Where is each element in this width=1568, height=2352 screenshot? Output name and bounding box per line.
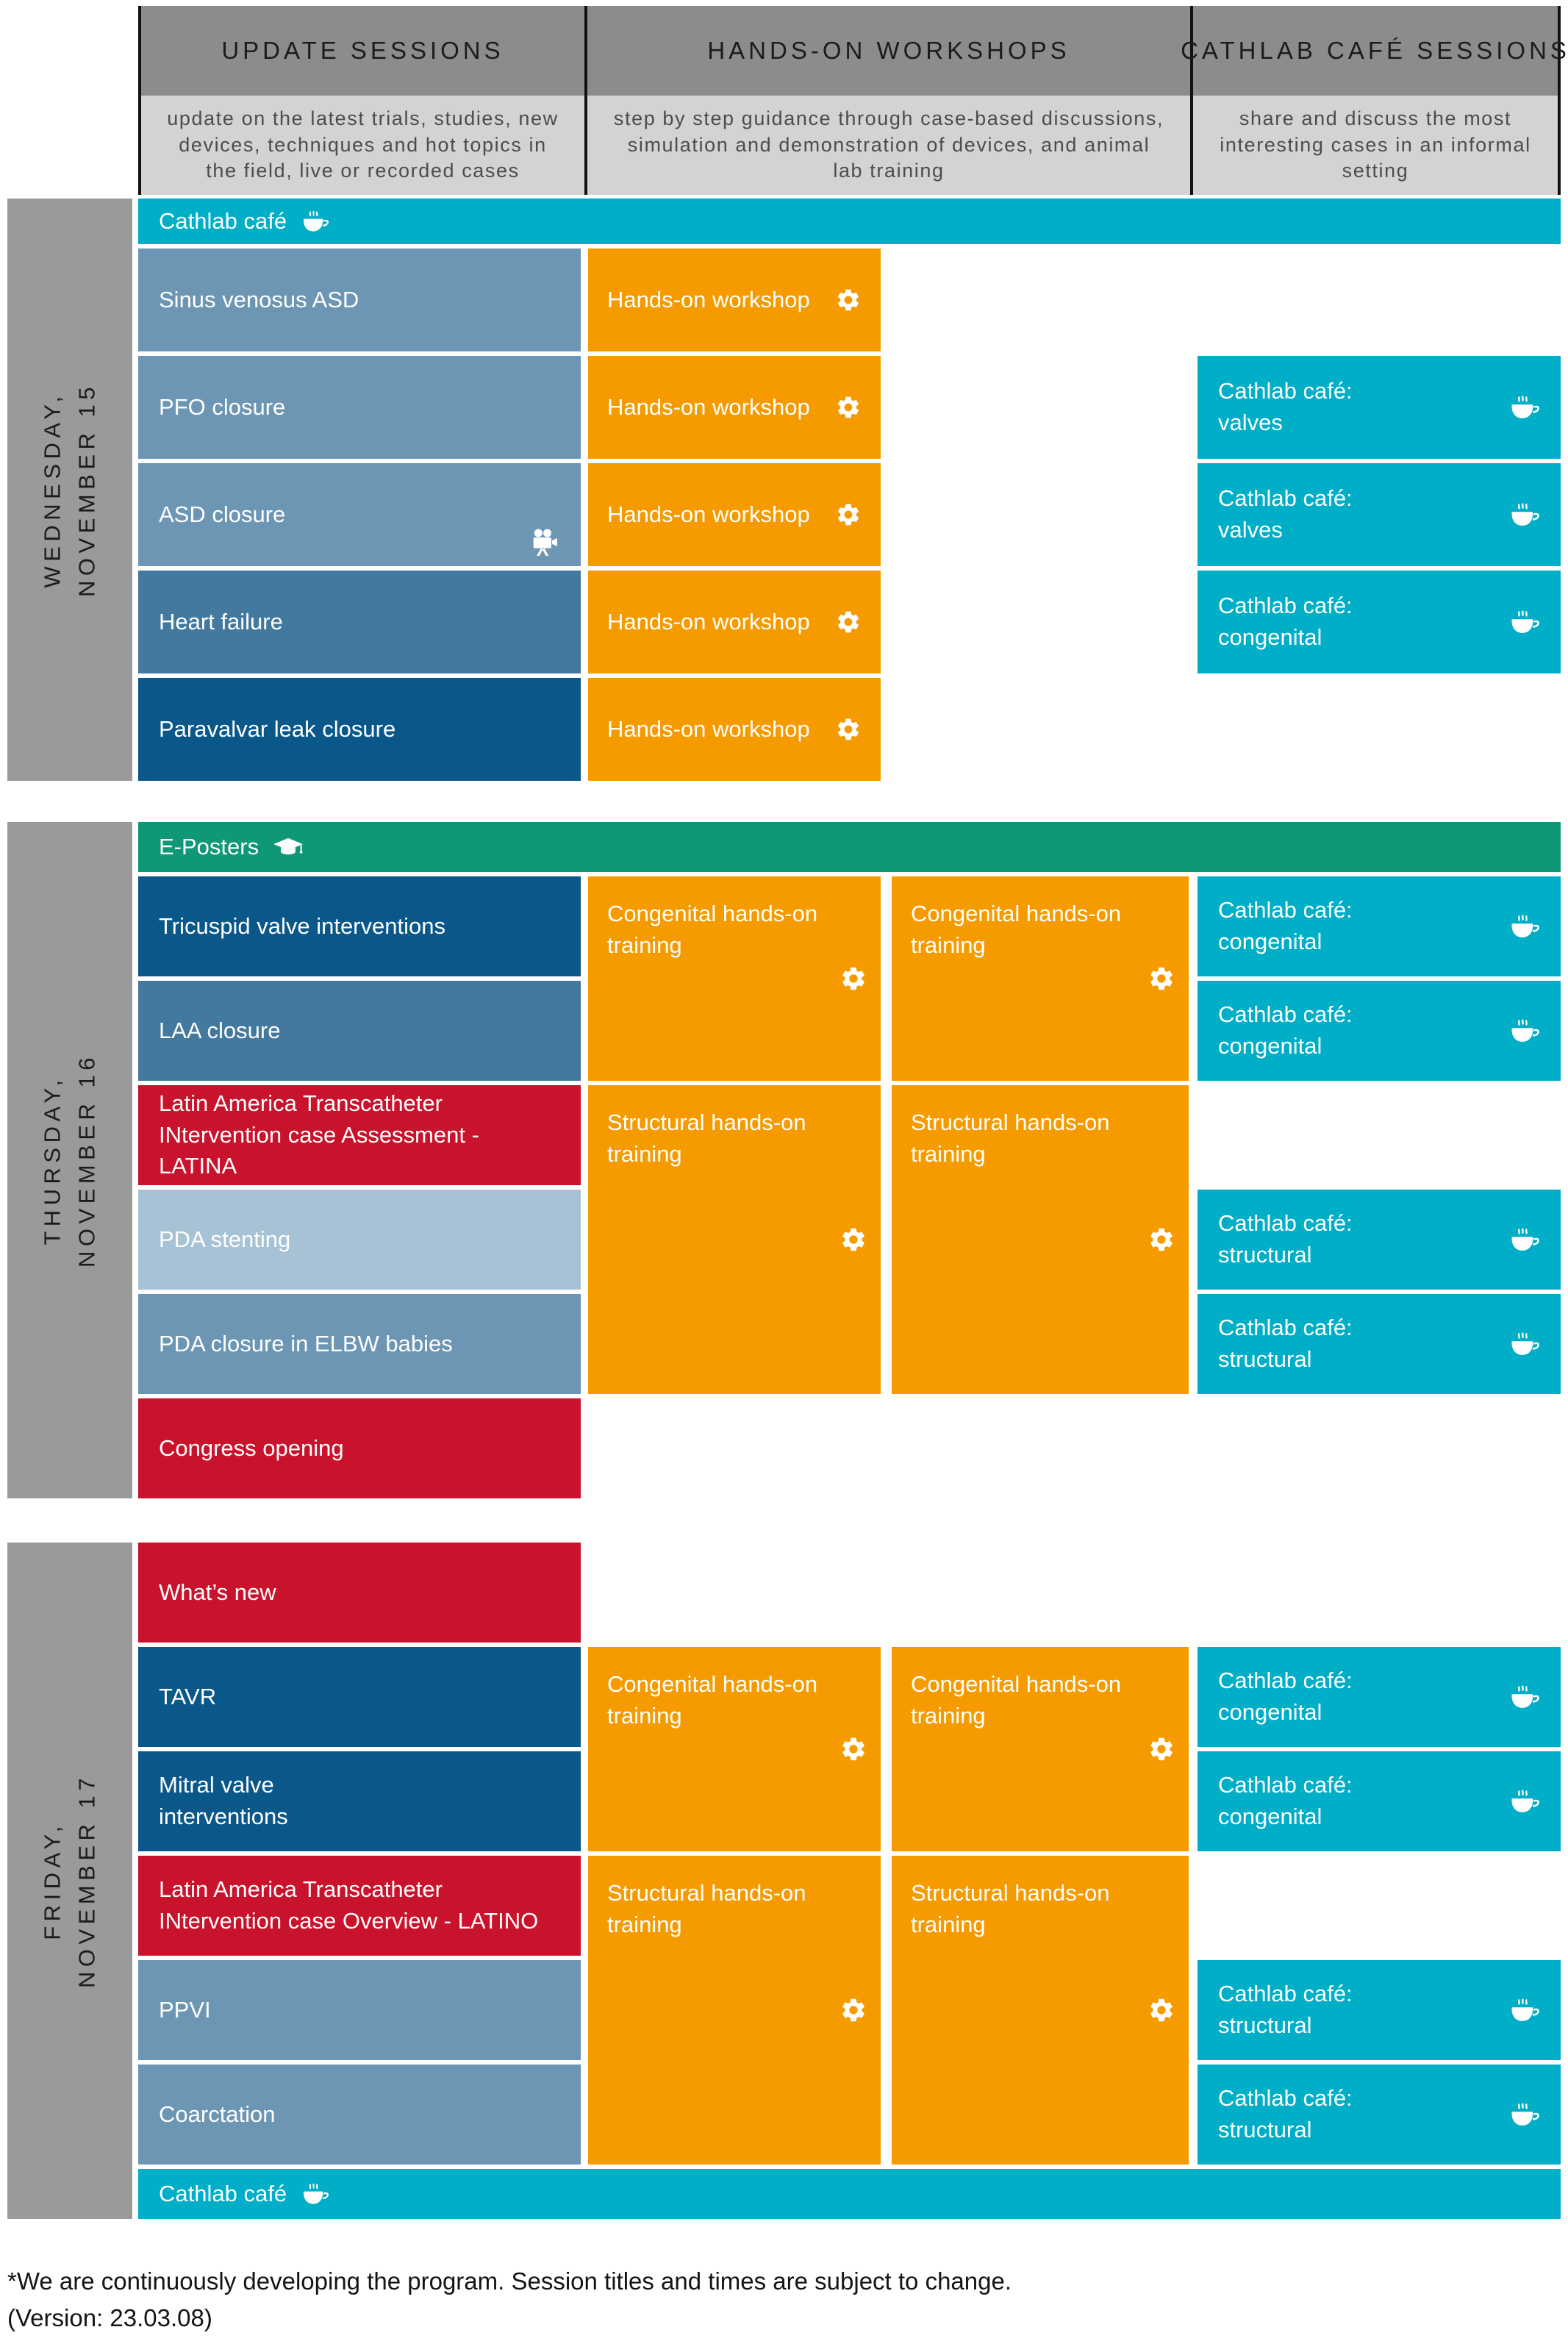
header-title-update-sessions: UPDATE SESSIONS [221,37,504,64]
session-tricuspid-valve-interventions: Tricuspid valve interventions [138,876,581,976]
gear-icon [1148,1996,1175,2024]
banner-label: E-Posters [159,833,259,859]
coffee-cup-icon [1508,1331,1540,1357]
header-description-update-sessions: update on the latest trials, studies, ne… [167,107,559,182]
header-description-hands-on-workshops: step by step guidance through case-based… [613,107,1164,182]
coffee-cup-icon [1508,394,1540,421]
cafe-valves: Cathlab café: valves [1198,463,1561,566]
gear-icon [840,1735,867,1763]
day-section-friday: FRIDAY, NOVEMBER 17 What’s new TAVR Mitr… [7,1543,1561,2219]
header-column-hands-on-workshops: HANDS-ON WORKSHOPS step by step guidance… [584,6,1190,195]
day-section-wednesday: WEDNESDAY, NOVEMBER 15 Cathlab café Sinu… [7,199,1561,781]
session-ppvi: PPVI [138,1960,581,2060]
gear-icon [840,1996,867,2024]
session-sinus-venosus-asd: Sinus venosus ASD [138,249,581,351]
cafe-structural: Cathlab café: structural [1198,1190,1561,1290]
banner-label: Cathlab café [159,207,287,234]
session-latino: Latin America Transcatheter INtervention… [138,1856,581,1956]
day-bar-friday: FRIDAY, NOVEMBER 17 [7,1543,132,2219]
gear-icon [1148,1735,1175,1763]
header-title-cathlab-cafe-sessions: CATHLAB CAFÉ SESSIONS [1181,37,1568,64]
session-laa-closure: LAA closure [138,981,581,1081]
coffee-cup-icon [1508,1997,1540,2023]
cafe-congenital: Cathlab café: congenital [1198,876,1561,976]
cafe-structural: Cathlab café: structural [1198,1960,1561,2060]
cafe-congenital: Cathlab café: congenital [1198,981,1561,1081]
footer-line-1: *We are continuously developing the prog… [7,2267,1012,2295]
gear-icon [835,287,862,313]
cafe-structural: Cathlab café: structural [1198,1294,1561,1394]
header-description-cathlab-cafe-sessions: share and discuss the most interesting c… [1220,107,1531,182]
coffee-cup-icon [300,209,330,234]
session-congress-opening: Congress opening [138,1398,581,1498]
coffee-cup-icon [1508,1684,1540,1710]
workshop-congenital-training: Congenital hands-on training [588,1647,881,1851]
day-bar-thursday: THURSDAY, NOVEMBER 16 [7,822,132,1498]
banner-cathlab-cafe-bottom: Cathlab café [138,2169,1561,2219]
coffee-cup-icon [1508,913,1540,940]
cafe-congenital: Cathlab café: congenital [1198,1647,1561,1747]
footer-disclaimer: *We are continuously developing the prog… [7,2263,1568,2336]
gear-icon [840,1226,867,1254]
gear-icon [835,716,862,743]
cafe-congenital: Cathlab café: congenital [1198,571,1561,673]
header-column-cathlab-cafe-sessions: CATHLAB CAFÉ SESSIONS share and discuss … [1181,6,1567,195]
header-title-hands-on-workshops: HANDS-ON WORKSHOPS [707,37,1070,64]
workshop-congenital-training: Congenital hands-on training [588,876,881,1081]
coffee-cup-icon [1508,501,1540,528]
day-label-wednesday: WEDNESDAY, NOVEMBER 15 [39,382,100,598]
session-asd-closure: ASD closure [138,463,581,566]
day-bar-wednesday: WEDNESDAY, NOVEMBER 15 [7,199,132,781]
session-whats-new: What’s new [138,1543,581,1643]
session-paravalvar-leak-closure: Paravalvar leak closure [138,678,581,781]
footer-version: (Version: 23.03.08) [7,2303,212,2331]
gear-icon [835,501,862,528]
workshop-structural-training: Structural hands-on training [588,1856,881,2165]
coffee-cup-icon [1508,1018,1540,1044]
workshop-congenital-training: Congenital hands-on training [892,876,1189,1081]
coffee-cup-icon [1508,609,1540,635]
workshop-structural-training: Structural hands-on training [892,1085,1189,1394]
gear-icon [840,965,867,993]
cafe-valves: Cathlab café: valves [1198,356,1561,459]
workshop-hands-on: Hands-on workshop [588,463,881,566]
graduation-cap-icon [272,837,304,857]
workshop-hands-on: Hands-on workshop [588,678,881,781]
gear-icon [835,609,862,635]
coffee-cup-icon [1508,1226,1540,1253]
session-heart-failure: Heart failure [138,571,581,673]
workshop-structural-training: Structural hands-on training [892,1856,1189,2165]
banner-e-posters: E-Posters [138,822,1561,872]
session-coarctation: Coarctation [138,2065,581,2165]
session-tavr: TAVR [138,1647,581,1747]
workshop-hands-on: Hands-on workshop [588,249,881,351]
session-latina: Latin America Transcatheter INtervention… [138,1085,581,1185]
coffee-cup-icon [1508,1788,1540,1815]
cafe-structural: Cathlab café: structural [1198,2065,1561,2165]
session-mitral-valve-interventions: Mitral valve interventions [138,1751,581,1851]
session-pda-stenting: PDA stenting [138,1190,581,1290]
banner-cathlab-cafe-top: Cathlab café [138,199,1561,244]
coffee-cup-icon [1508,2101,1540,2128]
gear-icon [1148,1226,1175,1254]
banner-label: Cathlab café [159,2180,287,2206]
gear-icon [1148,965,1175,993]
gear-icon [835,394,862,421]
day-section-thursday: THURSDAY, NOVEMBER 16 E-Posters Tricuspi… [7,822,1561,1498]
header-column-update-sessions: UPDATE SESSIONS update on the latest tri… [138,6,584,195]
workshop-hands-on: Hands-on workshop [588,356,881,459]
coffee-cup-icon [300,2181,330,2206]
workshop-congenital-training: Congenital hands-on training [892,1647,1189,1851]
day-label-thursday: THURSDAY, NOVEMBER 16 [39,1052,100,1268]
session-pfo-closure: PFO closure [138,356,581,459]
day-label-friday: FRIDAY, NOVEMBER 17 [39,1773,100,1989]
workshop-hands-on: Hands-on workshop [588,571,881,673]
cafe-congenital: Cathlab café: congenital [1198,1751,1561,1851]
program-header: UPDATE SESSIONS update on the latest tri… [138,6,1567,195]
workshop-structural-training: Structural hands-on training [588,1085,881,1394]
session-pda-closure-elbw: PDA closure in ELBW babies [138,1294,581,1394]
video-camera-icon [528,526,557,556]
